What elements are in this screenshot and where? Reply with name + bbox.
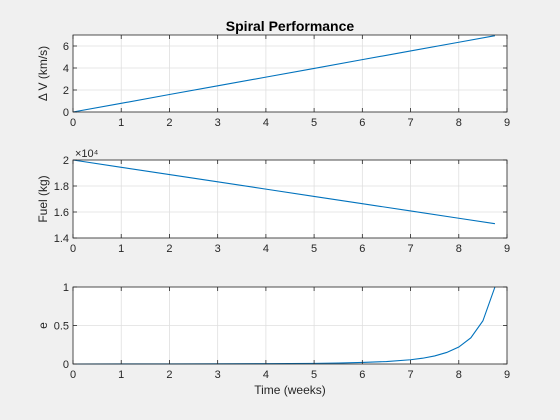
subplot-1: 0 1 2 3 4 5 6 7 8 9 0 2 4 6 Δ V (km/s): [36, 34, 510, 129]
y-exponent-label: ×10⁴: [75, 148, 99, 160]
x-tick-label: 3: [215, 117, 221, 129]
x-tick-label: 6: [359, 243, 365, 255]
x-tick-label: 4: [263, 369, 269, 381]
x-tick-label: 2: [166, 243, 172, 255]
x-tick-label: 0: [70, 369, 76, 381]
x-tick-label: 5: [311, 117, 317, 129]
x-tick-label: 9: [504, 243, 510, 255]
x-tick-label: 6: [359, 369, 365, 381]
series-line-1: [72, 35, 496, 113]
x-tick-label: 8: [456, 117, 462, 129]
y-tick-label: 6: [63, 41, 69, 53]
y-axis-label: Fuel (kg): [36, 175, 50, 222]
x-tick-label: 3: [215, 243, 221, 255]
x-tick-label: 5: [311, 243, 317, 255]
axes-box: [72, 159, 508, 239]
x-tick-label: 9: [504, 369, 510, 381]
x-tick-label: 2: [166, 369, 172, 381]
y-tick-label: 2: [63, 85, 69, 97]
x-tick-label: 8: [456, 243, 462, 255]
x-tick-label: 0: [70, 117, 76, 129]
subplot-panels: 0 1 2 3 4 5 6 7 8 9 0 2 4 6 Δ V (km/s) 0 1 2 3 4 5 6 7 8 9 1.4 1.6…: [36, 34, 510, 397]
y-tick-label: 4: [63, 63, 69, 75]
x-tick-label: 6: [359, 117, 365, 129]
x-tick-label: 1: [118, 243, 124, 255]
y-tick-label: 1: [63, 282, 69, 294]
y-tick-label: 0: [63, 359, 69, 371]
x-tick-label: 5: [311, 369, 317, 381]
y-tick-label: 0: [63, 107, 69, 119]
x-tick-label: 1: [118, 369, 124, 381]
y-tick-label: 0.5: [54, 321, 69, 333]
axes-box: [72, 34, 508, 113]
chart-title: Spiral Performance: [226, 18, 355, 34]
x-tick-label: 0: [70, 243, 76, 255]
axes-background: [73, 160, 507, 238]
x-tick-label: 9: [504, 117, 510, 129]
y-axis-label: e: [36, 322, 50, 329]
y-tick-label: 1.4: [54, 233, 69, 245]
x-tick-label: 7: [407, 117, 413, 129]
y-axis-label: Δ V (km/s): [36, 46, 50, 101]
x-tick-label: 2: [166, 117, 172, 129]
series-line-1: [72, 159, 496, 225]
x-tick-label: 4: [263, 117, 269, 129]
subplot-2: 0 1 2 3 4 5 6 7 8 9 1.4 1.6 1.8 2 ×10⁴ Fuel (kg): [36, 148, 510, 255]
x-axis-label: Time (weeks): [254, 383, 326, 397]
y-tick-label: 1.6: [54, 207, 69, 219]
x-tick-label: 3: [215, 369, 221, 381]
y-tick-label: 2: [63, 155, 69, 167]
x-tick-label: 8: [456, 369, 462, 381]
y-tick-label: 1.8: [54, 181, 69, 193]
x-tick-label: 4: [263, 243, 269, 255]
x-tick-label: 7: [407, 369, 413, 381]
x-tick-label: 7: [407, 243, 413, 255]
x-tick-label: 1: [118, 117, 124, 129]
subplot-3: 0 1 2 3 4 5 6 7 8 9 0 0.5 1 e Time (weeks): [36, 282, 510, 397]
